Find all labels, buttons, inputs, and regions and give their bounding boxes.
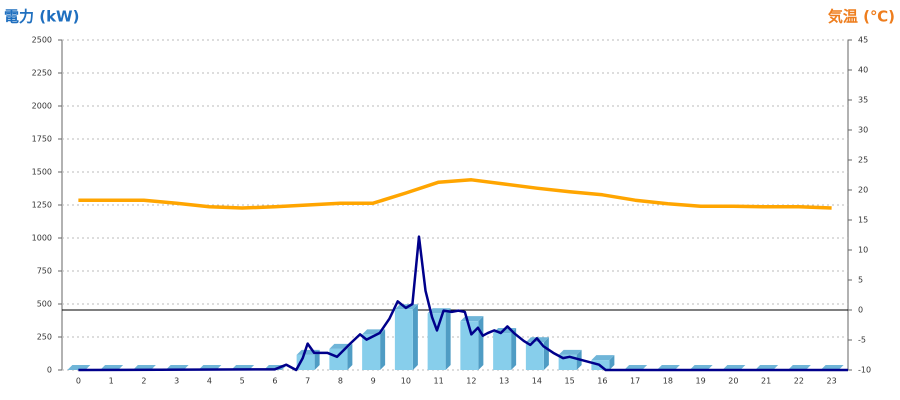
bar-side bbox=[314, 349, 320, 370]
x-tick-label: 9 bbox=[371, 377, 376, 386]
y-tick-label: 2500 bbox=[32, 36, 52, 45]
y-tick-label: 750 bbox=[37, 267, 52, 276]
x-tick-label: 2 bbox=[141, 377, 146, 386]
bar-side bbox=[445, 308, 451, 370]
x-tick-label: 17 bbox=[630, 377, 640, 386]
bar bbox=[493, 328, 517, 370]
x-tick-label: 10 bbox=[401, 377, 411, 386]
line bbox=[78, 178, 832, 210]
y2-tick-label: 5 bbox=[858, 276, 863, 285]
y-tick-label: 0 bbox=[47, 366, 52, 375]
x-tick-label: 14 bbox=[532, 377, 542, 386]
bar-side bbox=[543, 337, 549, 370]
bar-side bbox=[511, 328, 517, 370]
x-tick-label: 13 bbox=[499, 377, 509, 386]
bar-side bbox=[412, 304, 418, 370]
x-tick-label: 21 bbox=[761, 377, 771, 386]
y-tick-label: 500 bbox=[37, 300, 52, 309]
y-tick-label: 1250 bbox=[32, 201, 52, 210]
y-tick-label: 2000 bbox=[32, 102, 52, 111]
y-tick-label: 250 bbox=[37, 333, 52, 342]
bar-front bbox=[525, 342, 544, 370]
y-tick-label: 1000 bbox=[32, 234, 52, 243]
x-tick-label: 22 bbox=[794, 377, 804, 386]
x-tick-label: 11 bbox=[434, 377, 444, 386]
x-tick-label: 19 bbox=[696, 377, 706, 386]
x-tick-label: 0 bbox=[76, 377, 81, 386]
y2-tick-label: -5 bbox=[858, 336, 866, 345]
y-tick-label: 1500 bbox=[32, 168, 52, 177]
x-tick-label: 12 bbox=[466, 377, 476, 386]
bar-front bbox=[362, 334, 381, 370]
y-tick-label: 1750 bbox=[32, 135, 52, 144]
x-tick-label: 20 bbox=[728, 377, 738, 386]
bar-front bbox=[493, 333, 512, 370]
x-tick-label: 23 bbox=[827, 377, 837, 386]
bar bbox=[394, 304, 418, 370]
y2-tick-label: 15 bbox=[858, 216, 868, 225]
bar-top bbox=[558, 349, 582, 355]
bar-front bbox=[329, 348, 348, 370]
line bbox=[78, 235, 848, 372]
bar bbox=[329, 343, 353, 370]
bar-front bbox=[394, 309, 413, 370]
x-tick-label: 16 bbox=[597, 377, 607, 386]
y2-tick-label: 40 bbox=[858, 66, 868, 75]
y2-tick-label: 35 bbox=[858, 96, 868, 105]
bar bbox=[460, 316, 484, 370]
bar bbox=[525, 337, 549, 370]
x-tick-label: 7 bbox=[305, 377, 310, 386]
bar-front bbox=[427, 313, 446, 370]
y-tick-label: 2250 bbox=[32, 69, 52, 78]
x-tick-label: 1 bbox=[109, 377, 114, 386]
y2-tick-label: -10 bbox=[858, 366, 871, 375]
y2-tick-label: 45 bbox=[858, 36, 868, 45]
y2-tick-label: 20 bbox=[858, 186, 868, 195]
bar-side bbox=[478, 316, 484, 370]
x-tick-label: 18 bbox=[663, 377, 673, 386]
bar-side bbox=[347, 343, 353, 370]
x-tick-label: 3 bbox=[174, 377, 179, 386]
bar-side bbox=[609, 355, 615, 370]
x-tick-label: 15 bbox=[565, 377, 575, 386]
y2-axis-title: 気温 (℃) bbox=[828, 8, 895, 26]
y2-tick-label: 0 bbox=[858, 306, 863, 315]
bar bbox=[362, 329, 386, 370]
x-tick-label: 5 bbox=[240, 377, 245, 386]
bar-side bbox=[380, 329, 386, 370]
bar-top bbox=[591, 355, 615, 361]
y2-tick-label: 30 bbox=[858, 126, 868, 135]
x-tick-label: 8 bbox=[338, 377, 343, 386]
x-tick-label: 6 bbox=[272, 377, 277, 386]
x-tick-label: 4 bbox=[207, 377, 212, 386]
y-axis-title: 電力 (kW) bbox=[4, 8, 79, 26]
y2-tick-label: 10 bbox=[858, 246, 868, 255]
y2-tick-label: 25 bbox=[858, 156, 868, 165]
